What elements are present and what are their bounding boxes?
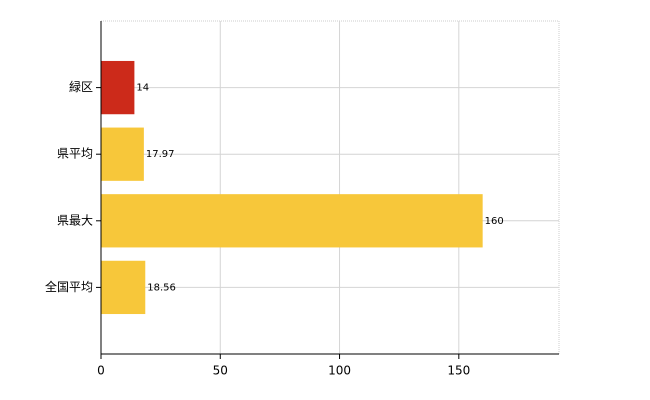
x-tick-label: 150	[447, 364, 470, 378]
value-label: 17.97	[146, 149, 175, 160]
bar	[101, 127, 144, 181]
x-tick-label: 0	[97, 364, 105, 378]
x-tick-label: 50	[213, 364, 228, 378]
y-tick-label: 全国平均	[45, 279, 93, 294]
bar	[101, 60, 135, 115]
y-tick-label: 緑区	[69, 79, 93, 94]
value-label: 14	[136, 83, 149, 94]
y-tick-label: 県最大	[57, 213, 93, 227]
value-label: 18.56	[147, 282, 176, 293]
bar	[101, 194, 483, 248]
y-tick-label: 県平均	[57, 147, 93, 161]
value-label: 160	[485, 216, 504, 227]
x-tick-label: 100	[328, 364, 351, 378]
bar	[101, 260, 146, 315]
